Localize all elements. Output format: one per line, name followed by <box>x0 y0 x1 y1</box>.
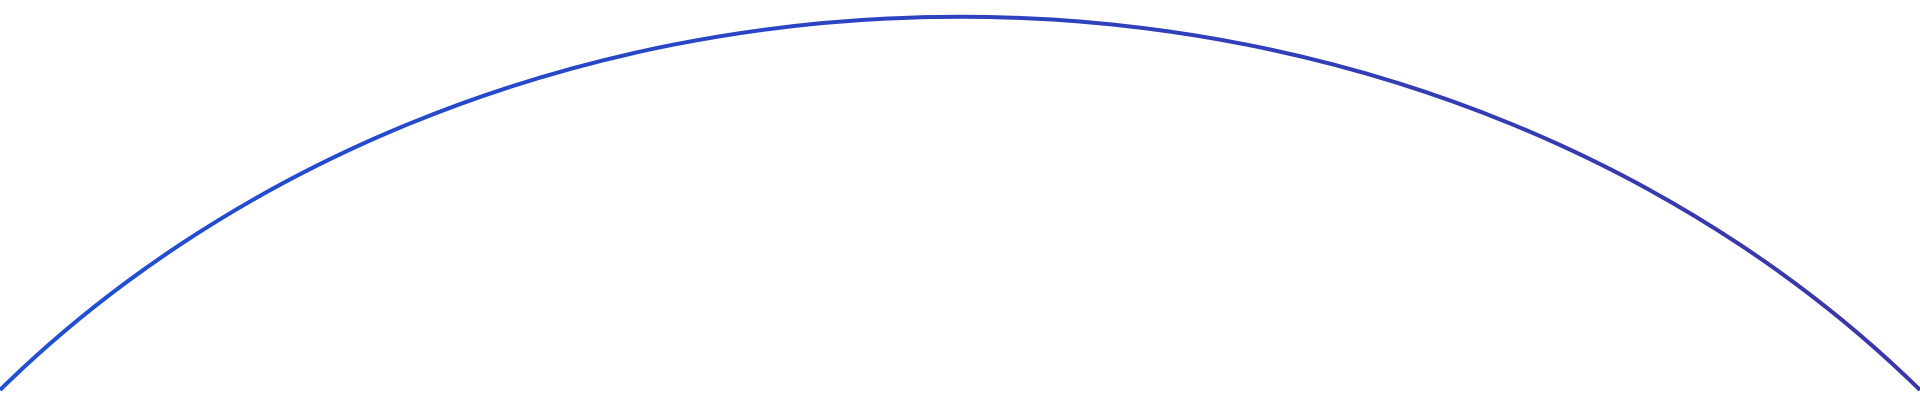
decorative-arc <box>0 14 1920 392</box>
